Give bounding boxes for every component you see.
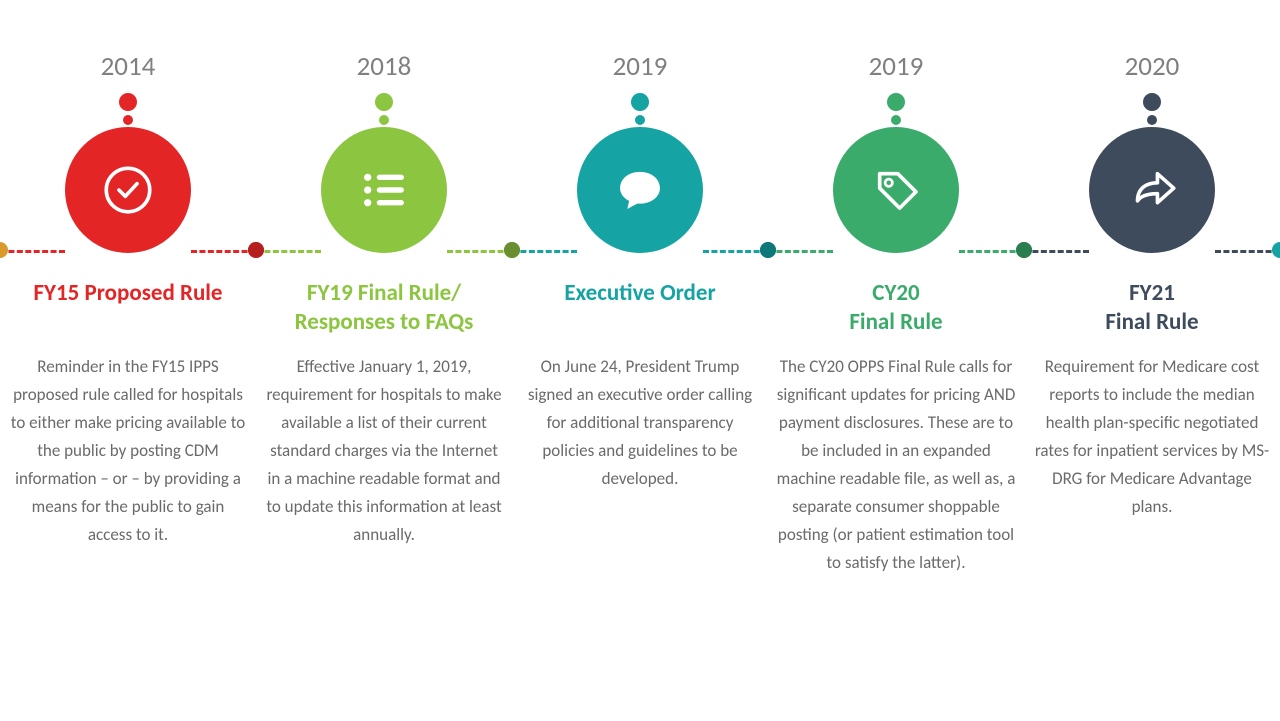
stem (375, 93, 393, 127)
timeline-item-4: 2020 FY21 Final Rule Requirement for Med… (1024, 50, 1280, 721)
milestone-title: FY21 Final Rule (1105, 279, 1198, 339)
stem-dot-small (1147, 115, 1157, 125)
timeline-item-1: 2018 FY19 Final Rule/ Responses to FAQs … (256, 50, 512, 721)
check-icon (99, 161, 157, 219)
connector-left (512, 250, 577, 253)
connector-left (256, 250, 321, 253)
milestone-title: FY19 Final Rule/ Responses to FAQs (295, 279, 474, 339)
milestone-circle (321, 127, 447, 253)
timeline: 2014 FY15 Proposed Rule Reminder in the … (0, 0, 1280, 721)
timeline-item-2: 2019 Executive Order On June 24, Preside… (512, 50, 768, 721)
milestone-desc: Reminder in the FY15 IPPS proposed rule … (6, 353, 250, 549)
stem-dot-big (631, 93, 649, 111)
stem-dot-big (1143, 93, 1161, 111)
milestone-desc: The CY20 OPPS Final Rule calls for signi… (774, 353, 1018, 577)
connector-left (768, 250, 833, 253)
milestone-desc: Effective January 1, 2019, requirement f… (262, 353, 506, 549)
stem-dot-small (379, 115, 389, 125)
list-icon (355, 161, 413, 219)
milestone-title: FY15 Proposed Rule (33, 279, 222, 339)
connector-dot-right (1272, 242, 1280, 258)
milestone-title: CY20 Final Rule (849, 279, 942, 339)
connector-right (959, 250, 1024, 253)
milestone-circle (577, 127, 703, 253)
stem-dot-small (635, 115, 645, 125)
year-label: 2014 (101, 50, 156, 83)
year-label: 2018 (357, 50, 412, 83)
connector-right (191, 250, 256, 253)
tag-icon (867, 161, 925, 219)
share-icon (1123, 161, 1181, 219)
stem-dot-big (375, 93, 393, 111)
connector-dot-left (504, 242, 520, 258)
year-label: 2020 (1125, 50, 1180, 83)
connector-right (447, 250, 512, 253)
connector-right (1215, 250, 1280, 253)
connector-dot-left (1016, 242, 1032, 258)
stem-dot-small (891, 115, 901, 125)
milestone-circle (1089, 127, 1215, 253)
stem-dot-big (119, 93, 137, 111)
milestone-title: Executive Order (564, 279, 715, 339)
year-label: 2019 (613, 50, 668, 83)
timeline-item-3: 2019 CY20 Final Rule The CY20 OPPS Final… (768, 50, 1024, 721)
milestone-desc: On June 24, President Trump signed an ex… (518, 353, 762, 493)
connector-dot-left (0, 242, 8, 258)
milestone-circle (833, 127, 959, 253)
stem (631, 93, 649, 127)
stem-dot-small (123, 115, 133, 125)
connector-dot-left (248, 242, 264, 258)
stem (887, 93, 905, 127)
stem (119, 93, 137, 127)
connector-left (0, 250, 65, 253)
year-label: 2019 (869, 50, 924, 83)
milestone-circle (65, 127, 191, 253)
connector-left (1024, 250, 1089, 253)
connector-right (703, 250, 768, 253)
chat-icon (611, 161, 669, 219)
connector-dot-left (760, 242, 776, 258)
timeline-item-0: 2014 FY15 Proposed Rule Reminder in the … (0, 50, 256, 721)
stem-dot-big (887, 93, 905, 111)
milestone-desc: Requirement for Medicare cost reports to… (1030, 353, 1274, 521)
stem (1143, 93, 1161, 127)
